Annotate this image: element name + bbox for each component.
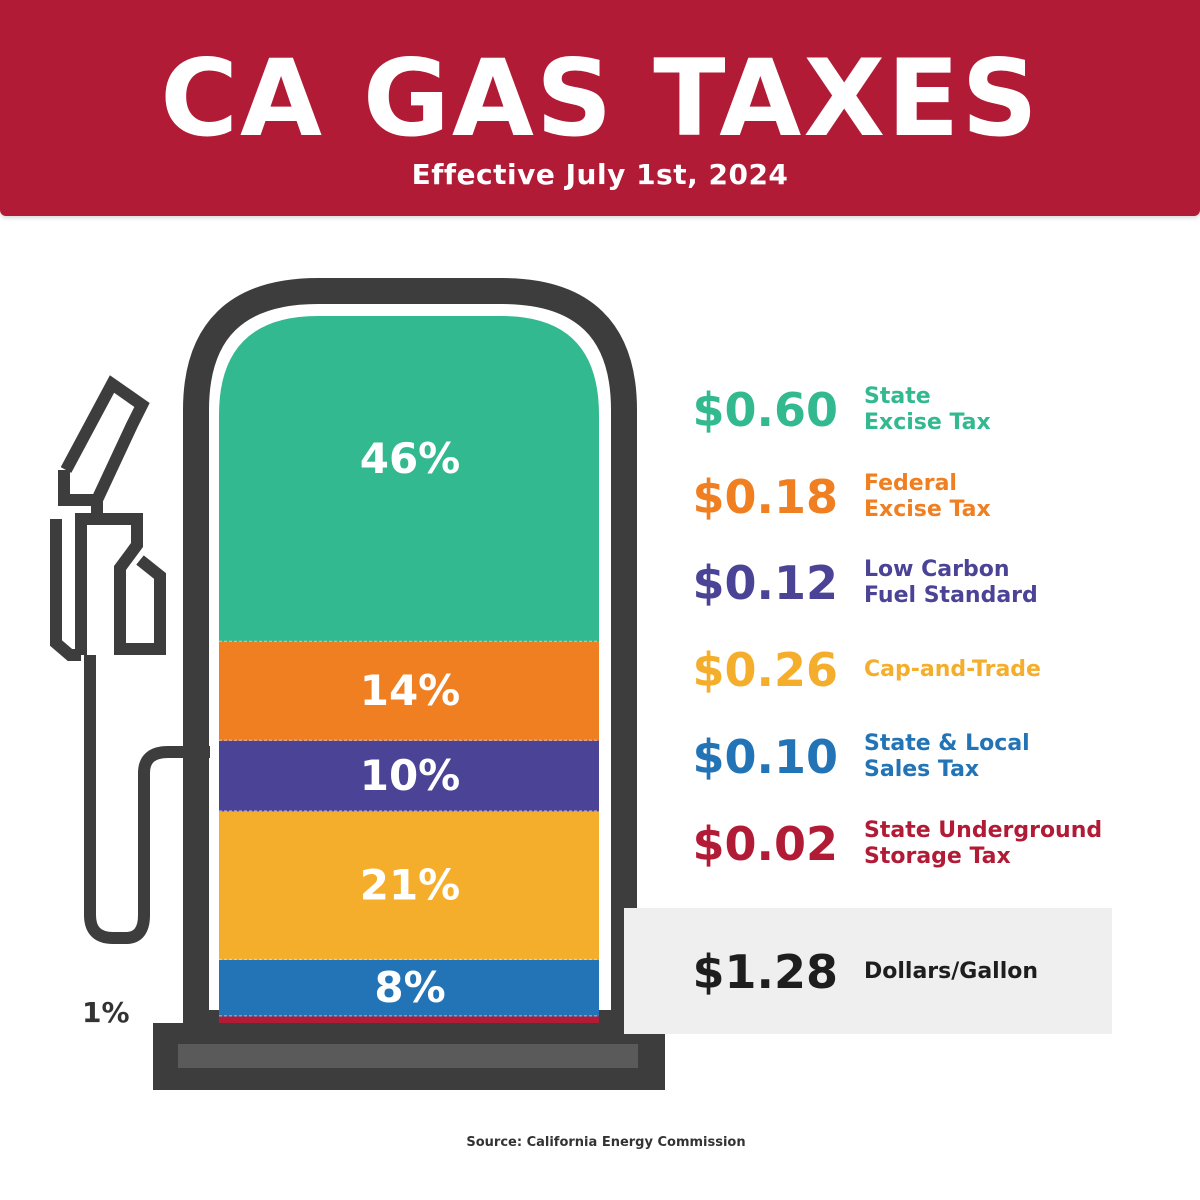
legend-item: $0.18 Federal Excise Tax (640, 467, 1180, 527)
legend-item: $0.12 Low Carbon Fuel Standard (640, 553, 1180, 613)
pump-segment-2 (219, 641, 599, 741)
tax-amount: $0.02 (692, 817, 838, 871)
legend-item: $0.60 State Excise Tax (640, 380, 1180, 440)
tax-name: State & Local Sales Tax (864, 731, 1030, 782)
source-note: Source: California Energy Commission (466, 1135, 746, 1150)
pump-fill-segments (219, 316, 599, 1023)
tax-amount: $0.10 (692, 730, 838, 784)
pump-nozzle-icon (50, 375, 210, 944)
pump-segment-1 (219, 316, 599, 642)
pump-segment-5 (219, 959, 599, 1017)
tax-amount: $0.12 (692, 556, 838, 610)
tax-name: State Underground Storage Tax (864, 818, 1103, 869)
total-amount: $1.28 (692, 945, 838, 999)
tax-amount: $0.26 (692, 643, 838, 697)
total-box (624, 908, 1112, 1034)
tax-amount: $0.18 (692, 470, 838, 524)
total-unit-label: Dollars/Gallon (864, 959, 1039, 984)
segment-percent-label: 46% (360, 434, 461, 483)
tax-name: Federal Excise Tax (864, 471, 991, 522)
pump-body-outline (183, 278, 637, 1036)
pump-base-inner (178, 1044, 638, 1068)
segment-percent-label: 14% (360, 666, 461, 715)
segment-percent-label: 21% (360, 861, 461, 910)
tax-amount: $0.60 (692, 383, 838, 437)
tax-name: Low Carbon Fuel Standard (864, 557, 1038, 608)
pump-percent-labels: 8% 21% 10% 14% 46% (360, 434, 461, 1012)
pump-segment-6 (219, 1015, 599, 1023)
pump-segment-4 (219, 810, 599, 960)
total-row: $1.28 Dollars/Gallon (640, 942, 1180, 1002)
page-title: CA GAS TAXES (160, 37, 1040, 160)
small-segment-percent-label: 1% (82, 996, 130, 1029)
tax-name: State Excise Tax (864, 384, 991, 435)
segment-percent-label: 10% (360, 751, 461, 800)
segment-percent-label: 8% (374, 963, 445, 1012)
header-banner: CA GAS TAXES Effective July 1st, 2024 (0, 0, 1200, 216)
legend-item: $0.26 Cap-and-Trade (640, 640, 1180, 700)
legend-item: $0.02 State Underground Storage Tax (640, 814, 1180, 874)
tax-name: Cap-and-Trade (864, 657, 1041, 682)
legend-item: $0.10 State & Local Sales Tax (640, 727, 1180, 787)
page-subtitle: Effective July 1st, 2024 (411, 158, 789, 191)
pump-segment-3 (219, 740, 599, 812)
